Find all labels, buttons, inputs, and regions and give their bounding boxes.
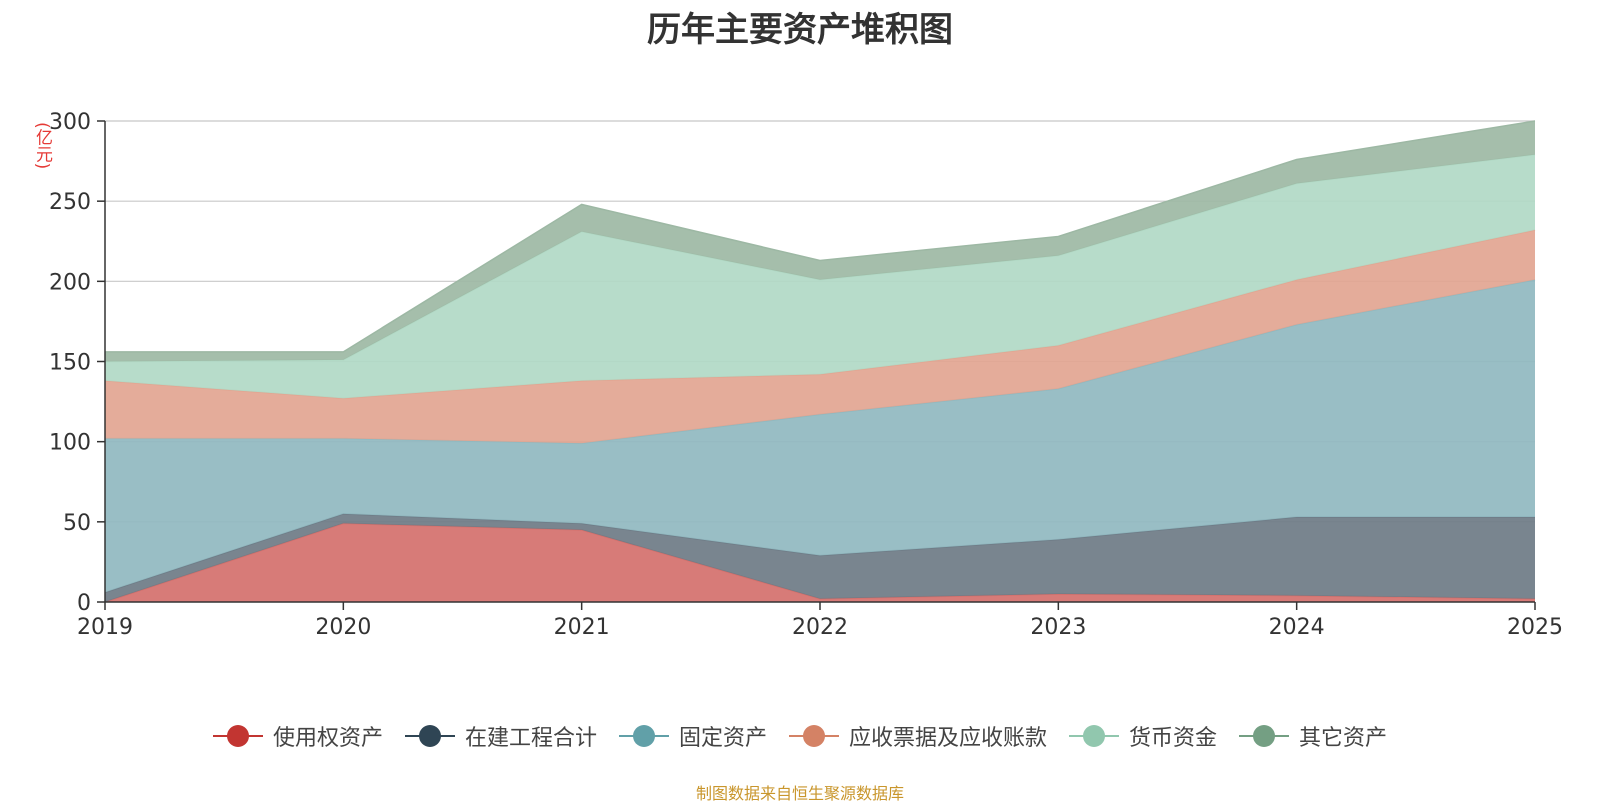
- legend-marker-icon: [1069, 724, 1120, 748]
- y-tick-label: 300: [49, 110, 91, 135]
- area-series-2[interactable]: [105, 513, 1535, 602]
- x-tick-label: 2024: [1269, 615, 1325, 640]
- legend-marker-icon: [212, 724, 263, 748]
- area-series: [104, 120, 1536, 603]
- stacked-area-chart: 0 50 100 150 200 250 300 2019 2020 2021 2022 2023 20…: [49, 110, 1563, 640]
- legend-item-2[interactable]: 在建工程合计: [404, 720, 597, 752]
- source-note: 制图数据来自恒生聚源数据库: [695, 784, 904, 803]
- legend-item-4[interactable]: 应收票据及应收账款: [789, 720, 1047, 752]
- y-tick-label: 0: [77, 591, 91, 616]
- legend-marker-icon: [789, 724, 839, 748]
- legend-item-5[interactable]: 货币资金: [1069, 720, 1217, 752]
- x-tick-label: 2019: [77, 615, 133, 640]
- legend-marker-icon: [618, 724, 669, 748]
- area-series-6[interactable]: [105, 121, 1535, 362]
- y-tick-label: 100: [49, 431, 91, 456]
- x-tick-label: 2025: [1507, 615, 1563, 640]
- legend-marker-icon: [1239, 724, 1290, 748]
- legend-item-1[interactable]: 使用权资产: [212, 720, 383, 752]
- area-series-1[interactable]: [105, 523, 1535, 602]
- x-tick-label: 2022: [792, 615, 848, 640]
- y-tick-label: 250: [49, 190, 91, 215]
- area-series-5[interactable]: [105, 154, 1535, 399]
- legend-label: 其它资产: [1299, 726, 1388, 751]
- chart-title: 历年主要资产堆积图: [647, 10, 953, 50]
- legend-marker-icon: [404, 724, 455, 748]
- x-tick-label: 2021: [554, 615, 610, 640]
- legend-label: 固定资产: [678, 726, 767, 751]
- y-axis-unit-label: (亿元): [32, 122, 52, 170]
- y-tick-label: 150: [49, 351, 91, 376]
- x-tick-label: 2023: [1030, 615, 1086, 640]
- y-tick-label: 200: [49, 270, 91, 295]
- x-tick-label: 2020: [315, 615, 371, 640]
- area-series-edge-4: [104, 229, 1536, 400]
- legend-label: 货币资金: [1129, 726, 1218, 751]
- area-series-3[interactable]: [105, 279, 1535, 593]
- axes: 0 50 100 150 200 250 300 2019 2020 2021 2022 2023 20…: [49, 110, 1563, 640]
- legend-label: 在建工程合计: [464, 726, 597, 751]
- area-series-edge-6: [105, 120, 1536, 353]
- legend-label: 应收票据及应收账款: [849, 726, 1048, 751]
- legend-label: 使用权资产: [272, 726, 383, 751]
- legend-item-6[interactable]: 其它资产: [1239, 720, 1387, 752]
- y-tick-label: 50: [63, 511, 91, 536]
- legend: 使用权资产 在建工程合计 固定资产 应收票据及应收账款 货币资金 其它资产: [0, 720, 1600, 752]
- legend-item-3[interactable]: 固定资产: [618, 720, 767, 752]
